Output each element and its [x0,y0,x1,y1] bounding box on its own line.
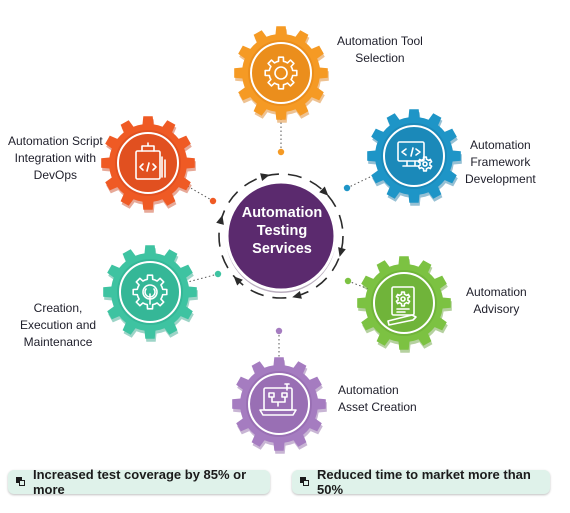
connector-dot-advisory [344,277,352,285]
highlight-time-to-market: Reduced time to market more than 50% [292,467,550,497]
label-advisory: Automation Advisory [466,285,527,316]
code-file-icon [135,142,166,180]
label-asset-creation: Automation Asset Creation [338,383,417,414]
connector-script-integration [183,183,214,202]
cycle-arrow-icon [233,276,243,286]
gear-inner-ring [119,261,181,323]
gear-tool-selection [234,26,329,123]
cycle-arrow-icon [338,247,346,257]
gear-creation-execution-maintenance [103,245,198,342]
connector-dot-asset-creation [275,327,283,335]
copy-icon [300,477,310,487]
gear-icon [264,56,298,90]
cycle-arrow-icon [319,186,329,196]
gear-inner-shade [371,270,437,336]
gear-body [357,256,451,350]
cycle-arrow-icon [216,215,224,225]
connector-creation-execution-maintenance [187,273,219,283]
gear-body [234,26,328,120]
gear-inner-shade [248,40,314,106]
gear-script-integration [101,116,196,213]
cycle-arrow-icon [292,291,302,299]
label-creation-execution-maintenance: Creation, Execution and Maintenance [20,301,97,349]
gear-framework-development [367,109,462,206]
highlight-coverage: Increased test coverage by 85% or more [8,467,270,497]
connector-dot-script-integration [209,197,217,205]
connector-advisory [347,280,374,292]
gear-inner-ring [373,272,435,334]
connector-dot-framework-development [343,184,351,192]
label-script-integration: Automation Script Integration with DevOp… [8,134,103,182]
cycle-arrow-icon [260,173,270,181]
document-gear-icon [387,286,417,326]
gear-inner-ring [248,373,310,435]
copy-icon [16,477,26,487]
gear-body [367,109,461,203]
connector-dot-tool-selection [277,148,285,156]
center-ring [218,173,344,299]
label-framework-development: Automation Framework Development [465,138,536,186]
gear-inner-shade [246,371,312,437]
gear-wrench-icon [132,274,168,310]
gear-asset-creation [232,357,327,454]
gear-inner-ring [117,132,179,194]
gear-body [232,357,326,451]
gear-inner-shade [117,259,183,325]
flowchart-laptop-icon [259,383,297,416]
connector-dot-creation-execution-maintenance [214,270,222,278]
gear-advisory [357,256,452,353]
gear-inner-shade [381,123,447,189]
gear-body [103,245,197,339]
highlight-coverage-text: Increased test coverage by 85% or more [33,467,247,497]
gear-inner-ring [383,125,445,187]
gear-inner-shade [115,130,181,196]
highlight-time-to-market-text: Reduced time to market more than 50% [317,467,531,497]
label-tool-selection: Automation Tool Selection [337,34,423,65]
connector-framework-development [346,173,378,189]
center-circle [225,180,337,292]
center-label: Automation Testing Services [241,205,323,257]
gear-inner-ring [250,42,312,104]
computer-code-icon [397,141,433,172]
gear-body [101,116,195,210]
